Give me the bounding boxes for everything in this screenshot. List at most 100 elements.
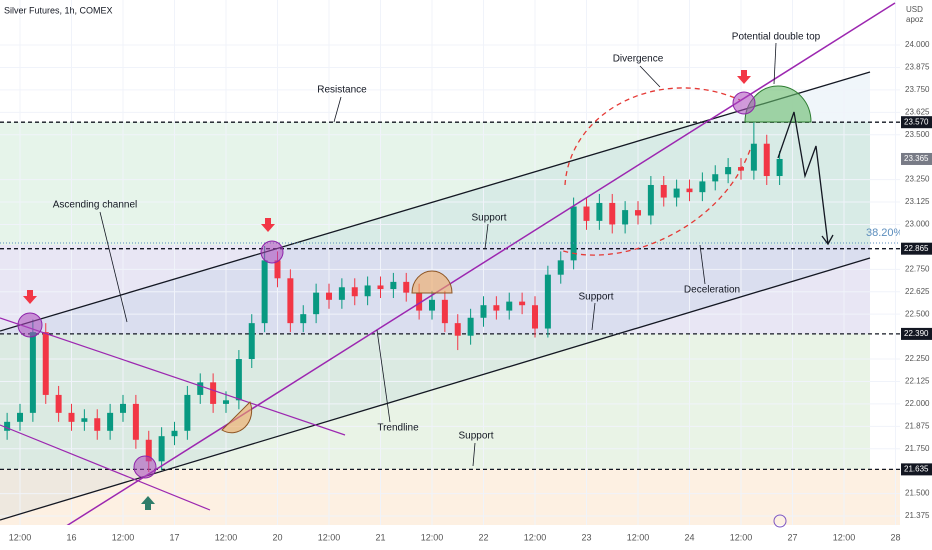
candle-body	[686, 188, 693, 193]
candle-body	[29, 332, 36, 413]
candle-body	[171, 430, 178, 437]
candle-body	[55, 394, 62, 413]
level-label: 22.390	[904, 329, 929, 338]
y-tick-label: 21.750	[905, 444, 930, 453]
touch-point	[260, 240, 284, 264]
y-tick-label: 23.000	[905, 220, 930, 229]
trendline	[59, 2, 896, 531]
up-arrow	[141, 496, 155, 510]
event-icon[interactable]	[773, 514, 787, 528]
level-tag	[901, 463, 932, 476]
candle-body	[467, 317, 474, 336]
candle-body	[119, 403, 126, 413]
zones	[0, 72, 900, 525]
callout-lines	[99, 42, 777, 467]
level-label: 23.570	[904, 117, 929, 126]
x-tick-label: 12:00	[627, 532, 650, 542]
candle-body	[42, 332, 49, 395]
last-price-label: 23.365	[904, 154, 929, 163]
candle-body	[364, 285, 371, 297]
down-arrow	[737, 70, 751, 84]
candle-body	[94, 418, 101, 431]
x-tick-label: 21	[375, 532, 385, 542]
currency: USD	[906, 5, 923, 14]
candle-body	[145, 439, 152, 462]
annotation: Support	[458, 431, 493, 442]
touch-point	[133, 455, 157, 479]
candle-body	[4, 421, 11, 431]
annotation: Resistance	[317, 85, 367, 96]
y-tick-label: 22.750	[905, 264, 930, 273]
x-tick-label: 12:00	[730, 532, 753, 542]
annotation: Trendline	[377, 423, 419, 434]
candle-body	[506, 301, 513, 311]
divergence-arc	[559, 87, 751, 256]
x-tick-label: 27	[787, 532, 797, 542]
x-tick-label: 23	[581, 532, 591, 542]
candle-body	[210, 382, 217, 404]
x-tick-label: 12:00	[421, 532, 444, 542]
price-axis	[900, 0, 932, 550]
x-tick-label: 12:00	[318, 532, 341, 542]
annotation: Support	[471, 213, 506, 224]
candle-body	[274, 260, 281, 279]
down-arrow	[23, 290, 37, 304]
candle-body	[583, 206, 590, 221]
desc-line	[0, 424, 211, 511]
candle-body	[68, 412, 75, 422]
annotation: Ascending channel	[53, 200, 138, 211]
candle-body	[660, 184, 667, 198]
y-tick-label: 23.500	[905, 130, 930, 139]
y-tick-label: 22.500	[905, 309, 930, 318]
candle-body	[634, 210, 641, 216]
annotation: Deceleration	[684, 285, 740, 296]
annotation: Support	[578, 292, 613, 303]
candle-body	[596, 202, 603, 221]
candle-body	[441, 299, 448, 324]
candle-body	[107, 412, 114, 431]
x-tick-label: 16	[66, 532, 76, 542]
touch-point	[17, 312, 43, 338]
x-tick-label: 20	[272, 532, 282, 542]
candle-body	[16, 412, 23, 422]
level-tag	[901, 242, 932, 255]
candle-body	[609, 202, 616, 225]
candle-body	[428, 299, 435, 311]
candle-body	[390, 281, 397, 290]
candle-body	[403, 281, 410, 293]
level-tag	[901, 116, 932, 129]
candle-body	[300, 314, 307, 324]
x-tick-label: 28	[890, 532, 900, 542]
candle-body	[351, 287, 358, 297]
level-label: 22.865	[904, 244, 929, 253]
channel-fill	[0, 72, 870, 520]
candle-body	[776, 158, 783, 177]
candle-body	[416, 292, 423, 311]
time-axis	[0, 525, 932, 550]
candle-body	[493, 305, 500, 311]
desc-line	[0, 317, 346, 436]
y-tick-label: 22.000	[905, 399, 930, 408]
y-tick-label: 23.250	[905, 175, 930, 184]
candle-body	[158, 436, 165, 462]
candle-body	[712, 174, 719, 182]
candle-body	[313, 292, 320, 315]
y-tick-label: 23.125	[905, 197, 930, 206]
candle-body	[132, 403, 139, 440]
candle-body	[377, 285, 384, 290]
down-arrow	[261, 218, 275, 232]
annotation: Divergence	[613, 54, 664, 65]
candle-body	[725, 167, 732, 175]
candle-body	[184, 394, 191, 431]
candle-body	[235, 359, 242, 401]
candle-body	[338, 287, 345, 300]
candle-body	[570, 206, 577, 261]
candle-body	[454, 323, 461, 336]
candle-body	[480, 305, 487, 318]
y-tick-label: 22.625	[905, 287, 930, 296]
candle-body	[81, 418, 88, 422]
annotations: Resistance Divergence Potential double t…	[53, 32, 904, 442]
touch-point	[732, 91, 756, 115]
y-tick-label: 23.750	[905, 85, 930, 94]
